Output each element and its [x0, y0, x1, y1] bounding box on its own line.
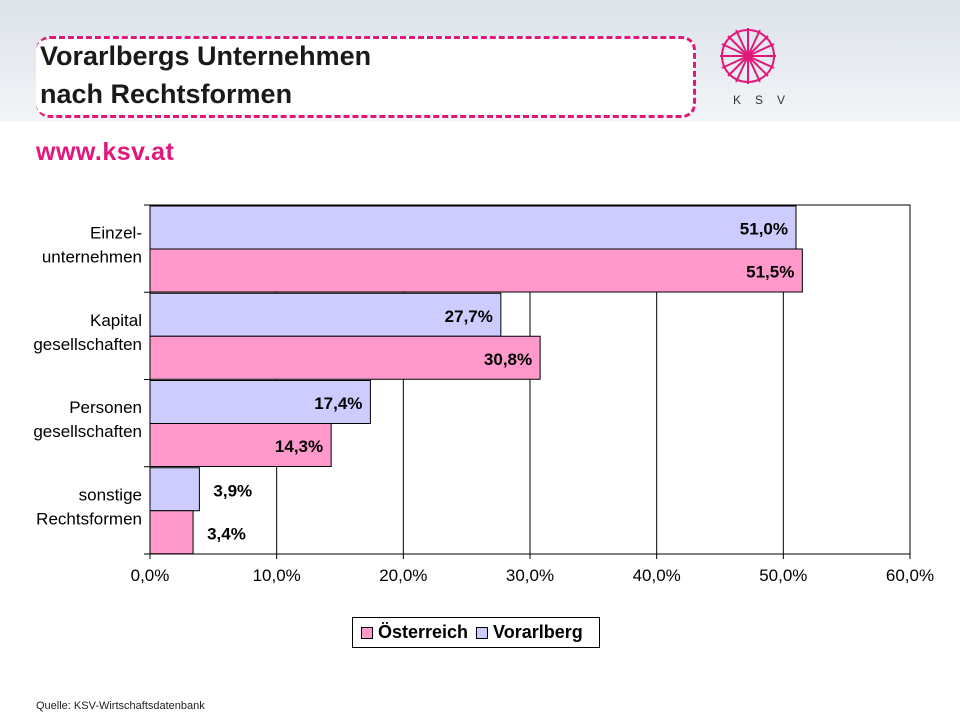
x-tick-label: 0,0% — [131, 566, 170, 585]
y-category-label: sonstige Rechtsformen — [36, 485, 142, 528]
x-tick-label: 20,0% — [379, 566, 427, 585]
title-frame — [36, 36, 696, 118]
x-tick-label: 30,0% — [506, 566, 554, 585]
data-label-oesterreich: 3,4% — [207, 524, 246, 543]
data-label-vorarlberg: 3,9% — [213, 481, 252, 500]
data-label-oesterreich: 30,8% — [484, 350, 532, 369]
bar-oesterreich — [149, 510, 194, 555]
legend-label-oesterreich: Österreich — [378, 622, 469, 642]
logo-text: KSV — [733, 93, 800, 107]
page-title-line-2: nach Rechtsformen — [40, 79, 293, 109]
y-category-label: Einzel-unternehmen — [42, 224, 142, 267]
y-category-label: Personen gesellschaften — [33, 398, 142, 441]
data-label-vorarlberg: 27,7% — [445, 307, 493, 326]
source-note: Quelle: KSV-Wirtschaftsdatenbank — [36, 700, 205, 712]
x-tick-label: 60,0% — [886, 566, 934, 585]
x-tick-label: 50,0% — [759, 566, 807, 585]
website-url[interactable]: www.ksv.at — [36, 138, 175, 166]
legend-item-vorarlberg: Vorarlberg — [476, 622, 583, 643]
x-tick-label: 40,0% — [633, 566, 681, 585]
chart-legend: Österreich Vorarlberg — [352, 617, 600, 648]
data-label-vorarlberg: 17,4% — [314, 394, 362, 413]
data-label-oesterreich: 14,3% — [275, 437, 323, 456]
legend-label-vorarlberg: Vorarlberg — [493, 622, 583, 642]
data-label-oesterreich: 51,5% — [746, 263, 794, 282]
bar-vorarlberg — [149, 205, 797, 250]
ksv-logo-icon — [720, 28, 776, 84]
bar-vorarlberg — [149, 467, 200, 512]
legend-swatch-oesterreich — [361, 626, 373, 639]
page-title-line-1: Vorarlbergs Unternehmen — [40, 41, 372, 71]
bar-oesterreich — [149, 335, 541, 380]
bar-vorarlberg — [149, 380, 371, 424]
y-category-label: Kapital gesellschaften — [33, 311, 142, 354]
bar-oesterreich — [149, 423, 332, 467]
legend-swatch-vorarlberg — [476, 626, 489, 639]
x-tick-label: 10,0% — [253, 566, 301, 585]
data-label-vorarlberg: 51,0% — [740, 220, 788, 239]
legend-item-oesterreich: Österreich — [361, 622, 468, 643]
bar-oesterreich — [149, 248, 803, 293]
